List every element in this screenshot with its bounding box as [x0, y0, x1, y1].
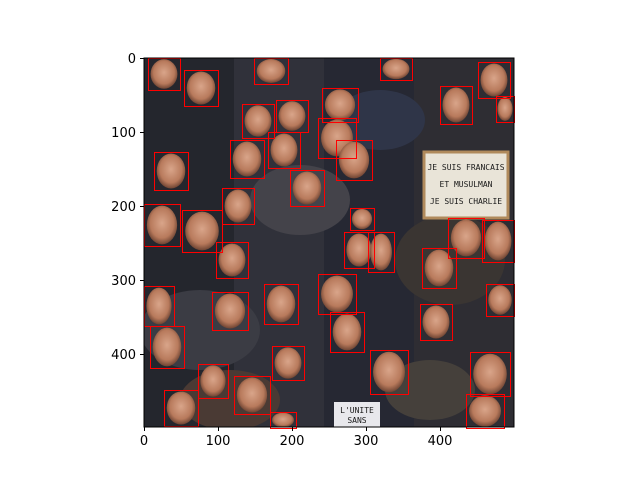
- face: [484, 221, 512, 261]
- face: [480, 63, 508, 97]
- x-tick-label: 400: [428, 434, 453, 449]
- face-bounding-box: [272, 346, 305, 381]
- face: [200, 365, 226, 397]
- face-bounding-box: [198, 364, 229, 399]
- face: [152, 327, 182, 367]
- face: [185, 211, 219, 251]
- face-bounding-box: [330, 312, 365, 353]
- face: [166, 391, 196, 425]
- face: [332, 313, 362, 351]
- face: [346, 233, 372, 267]
- face-bounding-box: [270, 412, 297, 429]
- face: [150, 59, 178, 89]
- sign-line-3: JE SUIS CHARLIE: [430, 197, 502, 206]
- face: [382, 58, 410, 80]
- face-bounding-box: [150, 326, 185, 369]
- face-bounding-box: [264, 284, 299, 325]
- face: [218, 243, 246, 277]
- face-bounding-box: [290, 170, 325, 207]
- face: [488, 285, 512, 315]
- face: [370, 233, 392, 271]
- face: [473, 353, 507, 395]
- face-bounding-box: [422, 248, 457, 289]
- face: [146, 205, 178, 245]
- face-bounding-box: [222, 188, 255, 225]
- sign-line-1: JE SUIS FRANCAIS: [427, 163, 504, 172]
- face: [278, 101, 306, 131]
- small-sign-line-2: SANS: [347, 416, 366, 425]
- face-bounding-box: [466, 394, 505, 429]
- face: [351, 208, 373, 230]
- face-bounding-box: [350, 208, 375, 231]
- protest-sign: JE SUIS FRANCAIS ET MUSULMAN JE SUIS CHA…: [422, 150, 510, 220]
- face: [146, 287, 172, 325]
- y-tick-label: 400: [111, 348, 136, 363]
- face: [156, 153, 186, 189]
- small-sign: L'UNITE SANS: [334, 402, 380, 427]
- y-tick-label: 0: [128, 52, 136, 67]
- face: [272, 412, 294, 427]
- y-axis: [140, 58, 144, 355]
- face-bounding-box: [212, 292, 249, 331]
- face-bounding-box: [336, 140, 373, 181]
- face: [442, 87, 470, 123]
- x-tick-label: 0: [140, 434, 148, 449]
- x-tick-label: 300: [354, 434, 379, 449]
- face-boxes: [144, 58, 515, 429]
- face-bounding-box: [182, 210, 223, 253]
- x-tick-label: 100: [206, 434, 231, 449]
- face: [266, 285, 296, 323]
- x-axis: [144, 427, 441, 431]
- face-bounding-box: [242, 104, 275, 139]
- face: [338, 141, 370, 179]
- face-bounding-box: [420, 304, 453, 341]
- y-tick-label: 200: [111, 200, 136, 215]
- face-bounding-box: [478, 62, 511, 99]
- x-tick-label: 200: [280, 434, 305, 449]
- face: [224, 189, 252, 223]
- crowd-photo: JE SUIS FRANCAIS ET MUSULMAN JE SUIS CHA…: [144, 58, 514, 427]
- face-bounding-box: [184, 70, 219, 107]
- face-bounding-box: [268, 132, 301, 169]
- face-bounding-box: [322, 88, 359, 123]
- face-bounding-box: [318, 118, 357, 159]
- face-bounding-box: [470, 352, 511, 397]
- face: [244, 105, 272, 137]
- sign-line-2: ET MUSULMAN: [440, 180, 493, 189]
- face-bounding-box: [448, 218, 485, 259]
- face: [422, 305, 450, 339]
- face-bounding-box: [154, 152, 189, 191]
- face: [324, 89, 356, 121]
- face: [256, 59, 286, 83]
- face-bounding-box: [344, 232, 375, 269]
- face: [424, 249, 454, 287]
- face: [292, 171, 322, 205]
- y-tick-label: 100: [111, 126, 136, 141]
- face: [270, 133, 298, 167]
- face: [469, 395, 501, 427]
- face-bounding-box: [368, 232, 395, 273]
- face-bounding-box: [216, 242, 249, 279]
- face: [236, 377, 268, 413]
- face: [373, 351, 405, 393]
- small-sign-line-1: L'UNITE: [340, 406, 374, 415]
- face: [450, 219, 482, 257]
- face: [214, 293, 246, 329]
- face-bounding-box: [234, 376, 271, 415]
- face-bounding-box: [318, 274, 357, 315]
- face: [497, 97, 513, 121]
- y-tick-label: 300: [111, 274, 136, 289]
- face: [232, 141, 262, 177]
- face-bounding-box: [370, 350, 409, 395]
- face: [186, 71, 216, 105]
- face-bounding-box: [440, 86, 473, 125]
- axes-frame: [143, 57, 515, 428]
- face-bounding-box: [230, 140, 265, 179]
- face: [321, 275, 353, 313]
- face: [274, 347, 302, 379]
